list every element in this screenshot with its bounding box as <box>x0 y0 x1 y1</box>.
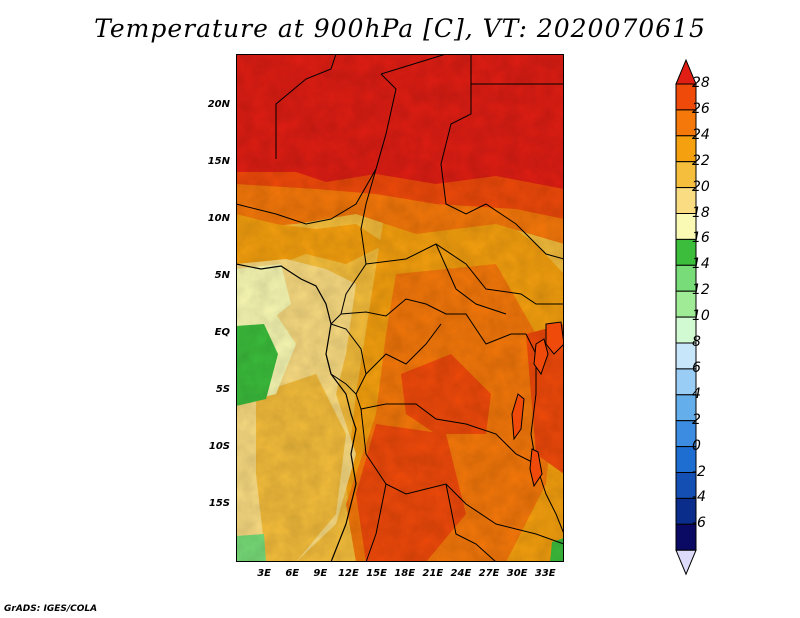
colorbar-tick-label: 22 <box>692 152 710 169</box>
lat-tick-label: 5S <box>215 384 230 396</box>
lat-tick-label: 20N <box>207 99 230 111</box>
colorbar-tick-label: 26 <box>692 100 710 117</box>
lon-tick-label: 24E <box>450 568 472 579</box>
colorbar-tick-label: 0 <box>692 437 701 454</box>
colorbar <box>675 58 697 576</box>
colorbar-tick-label: 4 <box>692 385 701 402</box>
lon-tick-label: 33E <box>534 568 556 579</box>
footer-credit: GrADS: IGES/COLA <box>4 604 98 614</box>
colorbar-tick-label: 14 <box>692 256 710 273</box>
colorbar-tick-label: 28 <box>692 75 710 91</box>
colorbar-tick-label: 6 <box>692 359 701 376</box>
lon-tick-label: 21E <box>422 568 444 579</box>
colorbar-tick-label: 8 <box>692 334 701 350</box>
coastline <box>236 263 357 562</box>
texture-overlay <box>236 54 564 562</box>
lon-tick-label: 9E <box>313 568 328 579</box>
lat-tick-label: 5N <box>214 270 230 282</box>
colorbar-tick-label: 20 <box>692 178 710 195</box>
map-plot-area <box>236 54 564 562</box>
lon-tick-label: 27E <box>478 568 500 579</box>
colorbar-tick-label: 2 <box>692 411 701 428</box>
colorbar-under-triangle <box>675 549 697 576</box>
lon-tick-label: 6E <box>285 568 300 579</box>
colorbar-tick-label: -2 <box>692 463 706 480</box>
lat-tick-label: 10N <box>207 213 230 225</box>
lon-tick-label: 3E <box>257 568 271 579</box>
lon-tick-label: 18E <box>394 568 416 579</box>
colorbar-tick-label: 18 <box>692 204 710 221</box>
colorbar-tick-label: 12 <box>692 282 710 299</box>
lat-tick-label: 15N <box>207 156 230 168</box>
chart-title: Temperature at 900hPa [C], VT: 202007061… <box>94 14 706 43</box>
lat-tick-label: 10S <box>208 441 230 453</box>
colorbar-tick-label: 24 <box>692 126 710 143</box>
colorbar-tick-label: -6 <box>692 515 706 532</box>
lon-tick-label: 30E <box>506 568 528 579</box>
lon-tick-label: 12E <box>338 568 359 579</box>
temperature-map <box>236 54 564 562</box>
colorbar-tick-label: -4 <box>692 489 706 506</box>
lon-tick-label: 15E <box>366 568 387 579</box>
colorbar-tick-label: 16 <box>692 230 710 247</box>
lat-tick-label: EQ <box>214 327 230 339</box>
lat-tick-label: 15S <box>208 498 230 510</box>
lakes <box>511 321 564 488</box>
colorbar-tick-label: 10 <box>692 308 710 325</box>
map-frame <box>236 54 564 562</box>
